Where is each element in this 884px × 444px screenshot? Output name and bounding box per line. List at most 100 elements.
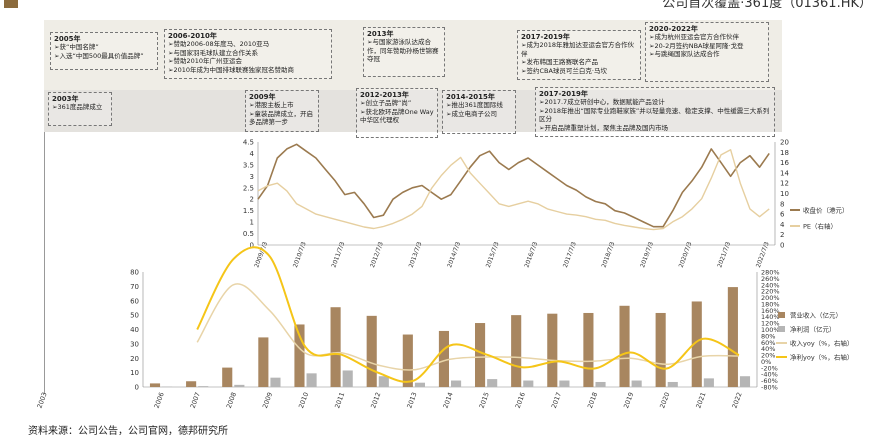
price-left-tick: 0 <box>250 242 254 250</box>
rev-left-tick: 60 <box>130 297 139 305</box>
price-left-tick: 4.5 <box>243 139 254 147</box>
rev-legend-swatch-1 <box>778 326 785 332</box>
milestone-2009: 2009年 港股主板上市 童装品牌成立，开启多品牌第一步 <box>245 90 319 132</box>
rev-right-tick: 40% <box>761 345 775 353</box>
rev-bar-0 <box>727 287 738 387</box>
rev-bar-1 <box>234 384 245 387</box>
rev-category-label: 2018 <box>586 391 599 409</box>
rev-bar-0 <box>655 312 666 387</box>
price-left-tick: 2 <box>250 196 254 204</box>
rev-bar-1 <box>198 386 209 387</box>
price-right-tick: 2 <box>780 231 784 239</box>
price-right-tick: 0 <box>780 242 784 250</box>
rev-category-label: 2021 <box>694 391 707 409</box>
source-note: 资料来源：公司公告，公司官网，德邦研究所 <box>28 426 228 437</box>
rev-bar-1 <box>342 370 353 387</box>
milestone-2017-2019-bottom: 2017-2019年 2017.7成立研创中心，数据赋能产品设计 2018年推出… <box>535 87 775 137</box>
rev-bar-0 <box>258 337 269 387</box>
price-left-tick: 3.5 <box>243 161 254 169</box>
price-legend-label-1: PE（右轴） <box>803 222 837 231</box>
rev-bar-0 <box>619 305 630 387</box>
rev-bar-0 <box>330 307 341 387</box>
rev-bar-1 <box>523 380 534 387</box>
milestone-2013: 2013年 与国家游泳队达成合作，同年赞助孙杨世锦赛夺冠 <box>363 27 445 77</box>
price-right-tick: 10 <box>780 190 789 198</box>
rev-right-tick: 140% <box>761 313 780 321</box>
rev-right-tick: 180% <box>761 300 780 308</box>
price-left-tick: 4 <box>250 150 255 158</box>
rev-category-label: 2007 <box>189 391 202 409</box>
rev-category-label: 2012 <box>369 391 382 409</box>
milestone-2003: 2003年 361度品牌成立 <box>48 92 112 126</box>
rev-legend-label-1: 净利润（亿元） <box>790 325 836 334</box>
rev-right-tick: 160% <box>761 307 780 315</box>
rev-bar-0 <box>583 312 594 387</box>
rev-bar-1 <box>451 380 462 387</box>
rev-bar-1 <box>414 382 425 387</box>
price-right-tick: 20 <box>780 139 789 147</box>
price-left-tick: 3 <box>250 173 254 181</box>
rev-right-tick: 280% <box>761 269 780 277</box>
milestone-2006-2010: 2006-2010年 赞助2006-08年度马、2010亚马 与国家羽毛球队建立… <box>164 29 332 79</box>
rev-bar-0 <box>547 313 558 387</box>
rev-right-tick: 240% <box>761 281 780 289</box>
rev-bar-0 <box>222 367 233 387</box>
rev-left-tick: 40 <box>130 326 139 334</box>
rev-right-tick: -80% <box>761 384 778 392</box>
price-left-tick: 1.5 <box>243 207 254 215</box>
rev-left-tick: 0 <box>135 384 139 392</box>
report-header-title: 公司首次覆盖·361度（01361.HK） <box>662 0 872 8</box>
price-legend-label-0: 收盘价（港元） <box>803 206 849 215</box>
price-x-tick: 2009/7/3 <box>253 241 269 269</box>
price-right-tick: 16 <box>780 159 789 167</box>
rev-right-tick: -40% <box>761 371 778 379</box>
rev-category-label: 2009 <box>261 391 274 409</box>
price-series-line-0 <box>257 143 770 228</box>
price-right-tick: 4 <box>780 221 785 229</box>
rev-legend-swatch-0 <box>778 312 785 318</box>
rev-right-tick: 200% <box>761 294 780 302</box>
rev-bar-0 <box>294 324 305 387</box>
rev-category-label: 2014 <box>442 391 455 409</box>
milestone-2012-2013: 2012-2013年 创立子品牌“尚” 获北欧环品牌One Way中华区代理权 <box>356 88 438 138</box>
rev-right-tick: 220% <box>761 288 780 296</box>
price-right-tick: 18 <box>780 149 789 157</box>
rev-bar-0 <box>186 381 197 387</box>
rev-right-tick: 100% <box>761 326 780 334</box>
rev-legend-label-0: 营业收入（亿元） <box>790 311 842 320</box>
rev-category-label: 2003 <box>36 391 49 409</box>
rev-left-tick: 20 <box>130 355 139 363</box>
rev-left-tick: 10 <box>130 369 139 377</box>
rev-category-label: 2008 <box>225 391 238 409</box>
rev-bar-1 <box>270 377 281 387</box>
rev-bar-1 <box>595 381 606 387</box>
rev-yoy-line-3 <box>196 246 740 383</box>
milestone-2005: 2005年 获“中国名牌” 入选“中国500最具价值品牌” <box>50 32 158 70</box>
price-left-tick: 2.5 <box>243 184 254 192</box>
rev-bar-0 <box>691 301 702 387</box>
rev-right-tick: 0% <box>761 358 771 366</box>
rev-bar-1 <box>739 376 751 387</box>
rev-category-label: 2006 <box>153 391 166 409</box>
price-right-tick: 14 <box>780 169 789 177</box>
price-right-tick: 12 <box>780 180 789 188</box>
rev-left-tick: 50 <box>130 312 139 320</box>
rev-bar-0 <box>149 383 161 387</box>
rev-category-label: 2013 <box>405 391 418 409</box>
rev-bar-1 <box>487 379 498 387</box>
rev-legend-label-2: 收入yoy（%，右轴） <box>790 339 853 348</box>
rev-bar-1 <box>667 381 678 387</box>
rev-right-tick: 60% <box>761 339 775 347</box>
rev-left-tick: 70 <box>130 283 139 291</box>
rev-bar-1 <box>703 378 714 387</box>
rev-category-label: 2022 <box>730 391 743 409</box>
rev-bar-0 <box>366 315 377 387</box>
rev-legend-label-3: 净利yoy（%，右轴） <box>790 353 853 362</box>
rev-right-tick: -20% <box>761 364 778 372</box>
price-left-tick: 1 <box>250 219 254 227</box>
rev-left-tick: 80 <box>130 269 139 277</box>
rev-right-tick: 20% <box>761 352 775 360</box>
rev-bar-1 <box>631 380 642 387</box>
